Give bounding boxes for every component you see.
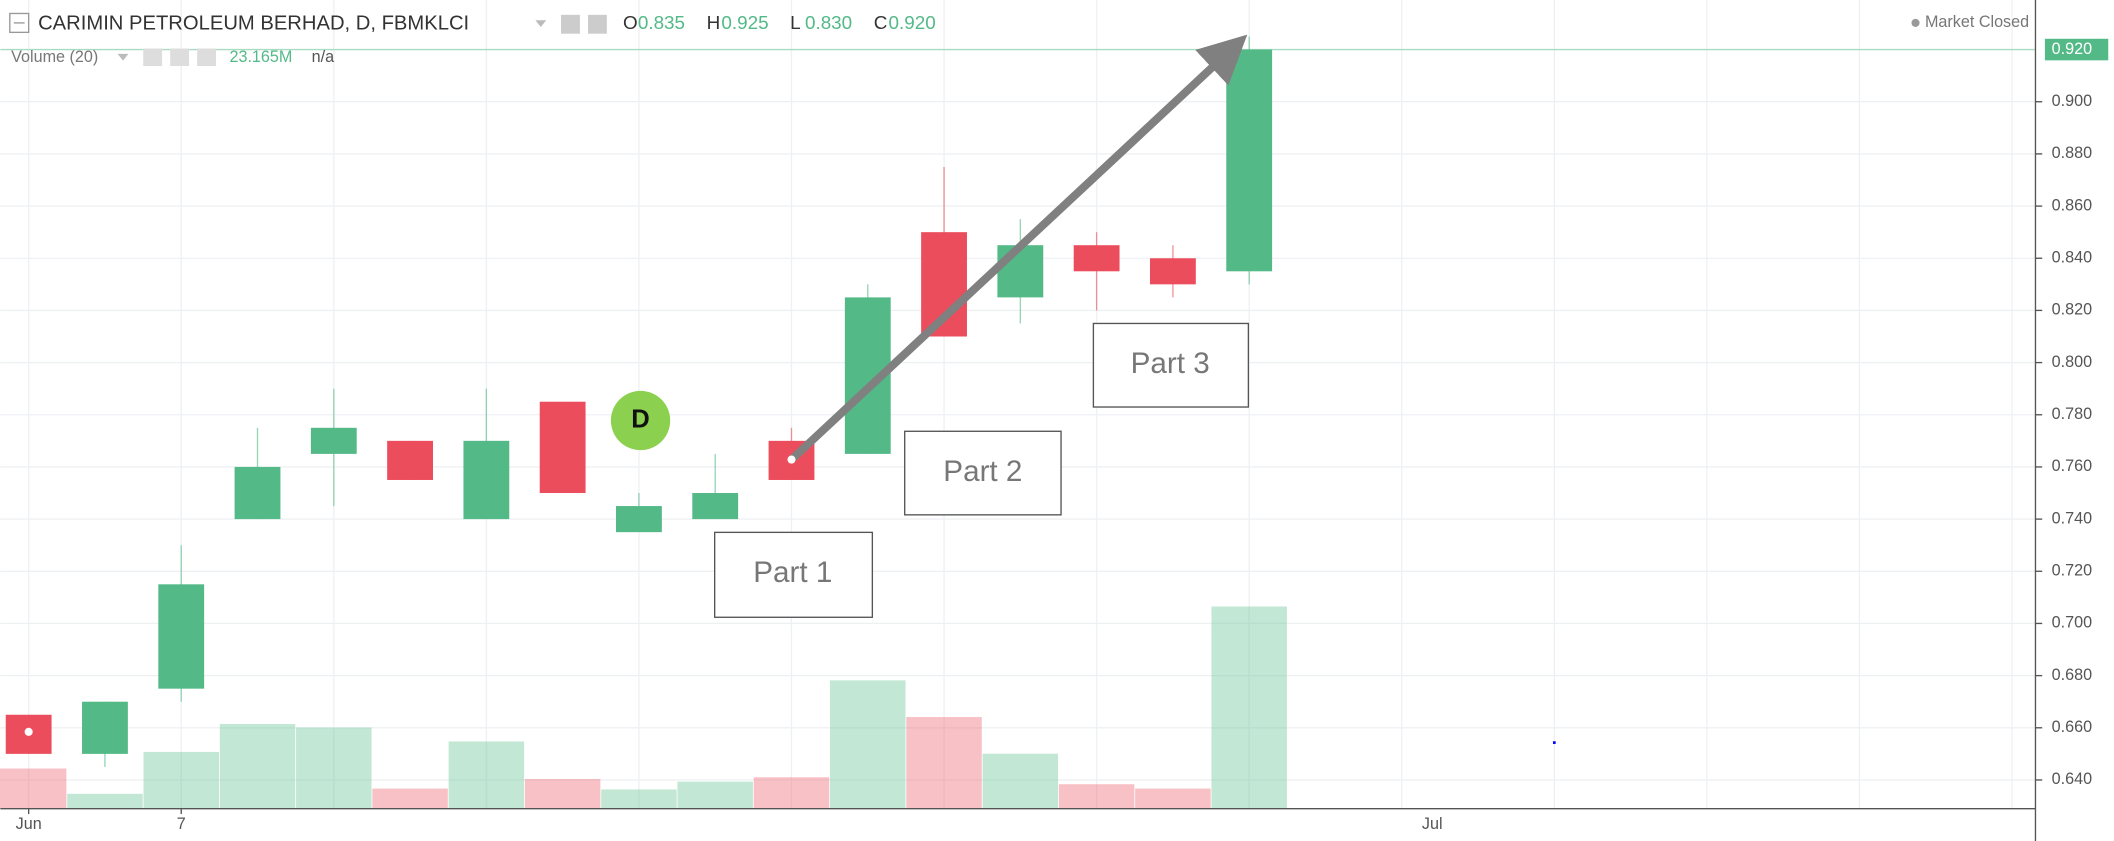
volume-bar bbox=[67, 793, 143, 809]
candle-body bbox=[310, 427, 357, 454]
candle-body bbox=[463, 440, 510, 520]
x-tick-label: Jun bbox=[16, 815, 42, 833]
candle-body bbox=[387, 440, 433, 480]
volume-pane bbox=[0, 606, 1287, 809]
y-tick-label: 0.660 bbox=[2052, 718, 2092, 736]
volume-bar bbox=[448, 741, 525, 809]
y-tick-label: 0.840 bbox=[2052, 249, 2092, 267]
annotation: Part 3 bbox=[1131, 347, 1210, 380]
candle-body bbox=[158, 584, 205, 689]
volume-bar bbox=[0, 768, 67, 809]
annotation-box bbox=[1092, 322, 1250, 408]
y-tick-label: 0.800 bbox=[2052, 353, 2092, 371]
y-tick-label: 0.720 bbox=[2052, 562, 2092, 580]
volume-bar bbox=[1058, 784, 1135, 809]
volume-bar bbox=[982, 753, 1059, 809]
last-price-tag bbox=[2044, 38, 2109, 61]
annotation-box bbox=[713, 531, 874, 618]
y-tick-label: 0.900 bbox=[2052, 92, 2092, 110]
annotation: Part 2 bbox=[943, 455, 1022, 488]
ohlc-key: H bbox=[707, 12, 721, 33]
ohlc-key: L bbox=[790, 12, 801, 33]
settings-icon[interactable] bbox=[143, 48, 163, 67]
candle-body bbox=[1073, 245, 1120, 272]
y-tick-label: 0.780 bbox=[2052, 405, 2092, 423]
point-marker bbox=[787, 455, 796, 464]
axes: 0.640 0.660 0.680 0.700 0.720 0.740 0.760 0.780… bbox=[16, 38, 2109, 833]
volume-bar bbox=[1135, 788, 1211, 809]
candle-body bbox=[539, 401, 586, 494]
volume-value: 23.165M bbox=[229, 48, 292, 66]
candle-body bbox=[1149, 258, 1196, 285]
close-icon[interactable] bbox=[197, 48, 216, 67]
candle-body bbox=[616, 506, 662, 533]
symbol-title: CARIMIN PETROLEUM BERHAD, D, FBMKLCI bbox=[38, 13, 469, 35]
volume-bar bbox=[296, 727, 372, 809]
volume-bar bbox=[143, 751, 219, 809]
settings-icon[interactable] bbox=[587, 14, 607, 34]
ohlc-value: 0.925 bbox=[721, 12, 768, 33]
last-price-label: 0.920 bbox=[2052, 40, 2092, 58]
y-tick-label: 0.880 bbox=[2052, 144, 2092, 162]
settings-icon[interactable] bbox=[170, 48, 190, 67]
x-tick-label: 7 bbox=[177, 815, 186, 833]
volume-bar bbox=[601, 789, 677, 809]
candle-body bbox=[82, 701, 128, 754]
candle-body bbox=[692, 493, 739, 520]
candles bbox=[5, 36, 1273, 767]
settings-icon[interactable] bbox=[561, 14, 580, 34]
dropdown[interactable] bbox=[117, 53, 129, 61]
ohlc-value: 0.830 bbox=[805, 12, 852, 33]
x-tick-label: Jul bbox=[1422, 815, 1443, 833]
y-tick-label: 0.680 bbox=[2052, 666, 2092, 684]
y-tick-label: 0.700 bbox=[2052, 614, 2092, 632]
dropdown[interactable] bbox=[535, 20, 547, 27]
grid bbox=[0, 0, 2036, 809]
ohlc-key: C bbox=[874, 12, 888, 33]
volume-bar bbox=[677, 781, 753, 809]
candle-body bbox=[997, 245, 1044, 298]
volume-bar bbox=[753, 777, 830, 809]
volume-bar bbox=[524, 778, 601, 809]
trend-arrow bbox=[788, 34, 1248, 463]
volume-bar bbox=[830, 680, 906, 809]
annotation-box bbox=[904, 430, 1062, 516]
dividend-marker-label: D bbox=[631, 405, 649, 433]
y-tick-label: 0.740 bbox=[2052, 509, 2092, 527]
dot bbox=[1552, 741, 1556, 744]
volume-bar bbox=[219, 724, 296, 809]
volume-bar bbox=[1211, 606, 1287, 809]
volume-bar bbox=[906, 717, 982, 809]
y-tick-label: 0.860 bbox=[2052, 196, 2092, 214]
status-dot bbox=[1911, 18, 1920, 27]
y-tick-label: 0.640 bbox=[2052, 770, 2092, 788]
candle-body bbox=[1226, 49, 1273, 272]
volume-title: Volume (20) bbox=[11, 48, 98, 66]
volume-bar bbox=[372, 788, 448, 809]
dividend-marker[interactable] bbox=[610, 390, 671, 451]
y-tick-label: 0.820 bbox=[2052, 301, 2092, 319]
ohlc-legend: O 0.835 H 0.925 L 0.830 C 0.920 bbox=[623, 12, 936, 33]
ohlc-value: 0.920 bbox=[889, 12, 936, 33]
ohlc-value: 0.835 bbox=[638, 12, 685, 33]
y-tick-label: 0.760 bbox=[2052, 457, 2092, 475]
collapse-icon[interactable] bbox=[9, 12, 30, 34]
ohlc-key: O bbox=[623, 12, 638, 33]
annotation: Part 1 bbox=[753, 556, 832, 589]
candle-body bbox=[234, 466, 281, 520]
volume-ma: n/a bbox=[312, 48, 334, 66]
point-marker bbox=[24, 727, 33, 736]
market-status: Market Closed bbox=[1925, 13, 2029, 31]
